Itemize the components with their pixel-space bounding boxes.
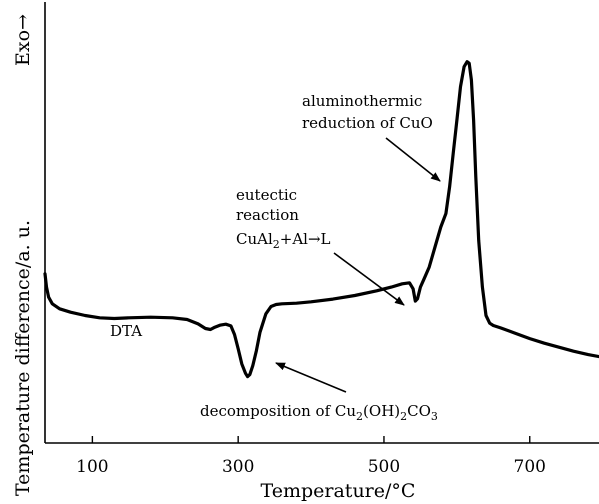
- x-axis-label: Temperature/°C: [261, 480, 416, 502]
- eutectic-annotation-line2: reaction: [236, 206, 299, 224]
- x-tick-label-100: 100: [76, 457, 108, 477]
- y-axis-label: Temperature difference/a. u.: [12, 220, 34, 496]
- axes: [44, 2, 599, 444]
- eutectic-arrow: [333, 252, 405, 306]
- x-tick-labels: 100 300 500 700: [76, 457, 546, 477]
- dta-series-label: DTA: [110, 322, 142, 340]
- aluminothermic-annotation-line2: reduction of CuO: [302, 114, 433, 132]
- aluminothermic-annotation-line1: aluminothermic: [302, 92, 422, 110]
- x-tick-label-700: 700: [514, 457, 546, 477]
- y-axis-exo-label: Exo→: [12, 14, 34, 66]
- decomposition-annotation: decomposition of Cu2(OH)2CO3: [200, 402, 438, 423]
- x-tick-label-300: 300: [222, 457, 254, 477]
- eutectic-annotation-line1: eutectic: [236, 186, 297, 204]
- y-axis-label-group: Temperature difference/a. u. Exo→: [12, 14, 34, 496]
- aluminothermic-arrow: [385, 137, 441, 182]
- x-ticks: [91, 436, 531, 443]
- dta-series-line: [43, 60, 599, 379]
- decomposition-arrow: [275, 362, 347, 393]
- eutectic-annotation-line3: CuAl2+Al→L: [236, 230, 331, 251]
- x-tick-label-500: 500: [368, 457, 400, 477]
